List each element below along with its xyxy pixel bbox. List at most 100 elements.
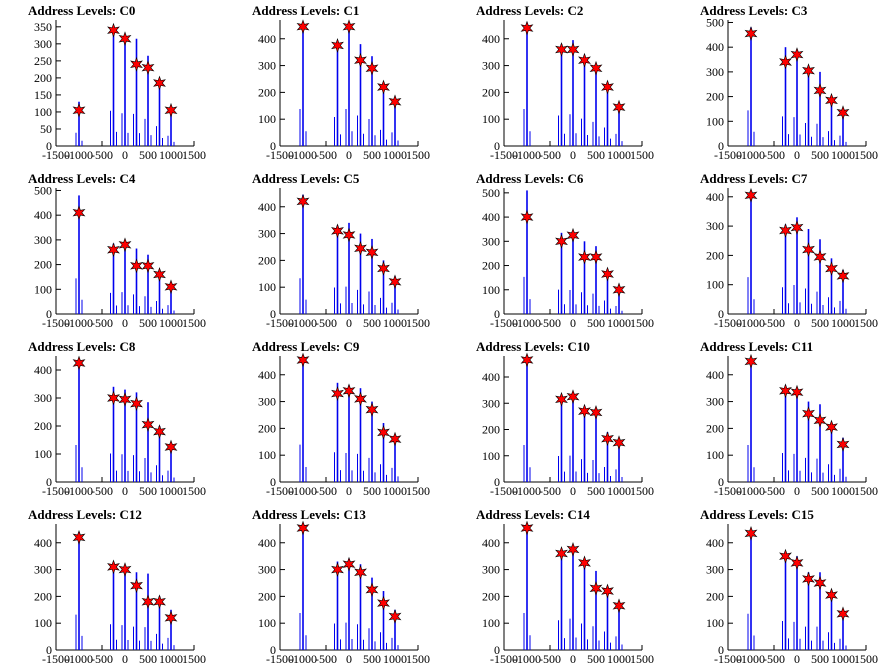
y-tick-label: 100 [258, 112, 276, 126]
level-marker [107, 390, 120, 406]
y-tick-label: 100 [34, 105, 52, 119]
x-tick-label: -1000 [289, 484, 317, 498]
level-marker [612, 435, 626, 451]
x-tick-label: 0 [122, 148, 128, 162]
y-tick-label: 100 [482, 283, 500, 297]
x-tick-label: -1500 [266, 652, 294, 666]
panel-title: Address Levels: C9 [252, 339, 360, 354]
y-tick-label: 200 [482, 85, 500, 99]
y-tick-label: 100 [706, 278, 724, 292]
level-marker [601, 266, 614, 282]
chart-panel: Address Levels: C10 0 100 200 300 400 -1500 -10… [448, 336, 672, 504]
y-tick-label: 200 [34, 258, 52, 272]
level-marker [779, 54, 792, 70]
chart-panel: Address Levels: C9 0 100 200 300 400 -1500 -100… [224, 336, 448, 504]
y-tick-label: 300 [34, 37, 52, 51]
level-marker [790, 555, 804, 571]
x-tick-label: -500 [91, 484, 113, 498]
x-tick-label: 1000 [383, 316, 407, 330]
chart-svg: Address Levels: C15 0 100 200 300 400 -1500-10… [700, 507, 878, 666]
x-tick-label: -1000 [65, 652, 93, 666]
y-tick-label: 0 [494, 475, 500, 489]
x-tick-label: -500 [91, 316, 113, 330]
level-marker [578, 52, 591, 68]
level-marker [388, 609, 402, 624]
y-tick-label: 350 [34, 20, 52, 34]
x-tick-label: 0 [570, 316, 576, 330]
chart-panel: Address Levels: C13 0 100 200 300 400 -1500 -10… [224, 504, 448, 672]
x-tick-label: 1500 [406, 484, 430, 498]
x-tick-label: -500 [763, 484, 785, 498]
y-tick-label: 300 [258, 563, 276, 577]
x-tick-label: 1500 [406, 652, 430, 666]
level-marker [825, 261, 838, 277]
x-tick-label: -1500 [490, 484, 518, 498]
y-tick-label: 400 [482, 210, 500, 224]
level-marker [331, 386, 344, 401]
y-tick-label: 400 [482, 32, 500, 46]
panel-title: Address Levels: C14 [476, 507, 590, 522]
y-tick-label: 500 [482, 186, 500, 200]
x-tick-label: -1500 [42, 316, 70, 330]
y-tick-label: 200 [258, 421, 276, 435]
chart-svg: Address Levels: C7 0 100 200 300 400 -1500-100… [700, 171, 878, 330]
chart-svg: Address Levels: C2 0 100 200 300 400 -1500-100… [476, 3, 654, 162]
y-tick-label: 0 [46, 307, 52, 321]
x-tick-label: 0 [570, 652, 576, 666]
x-tick-label: -1000 [737, 316, 765, 330]
chart-svg: Address Levels: C40100200300400500-1500-… [28, 171, 206, 330]
y-tick-label: 400 [258, 200, 276, 214]
y-tick-label: 0 [718, 139, 724, 153]
level-marker [164, 102, 178, 118]
level-marker [566, 389, 580, 405]
y-tick-label: 0 [46, 139, 52, 153]
y-tick-label: 0 [46, 475, 52, 489]
x-tick-label: -1500 [42, 652, 70, 666]
x-tick-label: 500 [139, 316, 157, 330]
chart-panel: Address Levels: C11 0 100 200 300 400 -1500 -10… [672, 336, 896, 504]
level-marker [802, 242, 815, 257]
y-tick-label: 100 [482, 112, 500, 126]
x-tick-label: 1000 [607, 484, 631, 498]
panel-title: Address Levels: C15 [700, 507, 814, 522]
y-tick-label: 50 [40, 122, 52, 136]
y-tick-label: 300 [34, 563, 52, 577]
x-tick-label: 0 [570, 484, 576, 498]
x-tick-label: 0 [794, 484, 800, 498]
level-marker [388, 94, 402, 110]
level-marker [141, 417, 155, 433]
level-marker [118, 237, 132, 253]
level-marker [296, 193, 310, 209]
x-tick-label: -500 [315, 484, 337, 498]
x-tick-label: -500 [91, 148, 113, 162]
level-marker [377, 261, 390, 276]
y-tick-label: 200 [258, 253, 276, 267]
x-tick-label: -1000 [289, 316, 317, 330]
y-tick-label: 200 [258, 85, 276, 99]
panel-title: Address Levels: C8 [28, 339, 136, 354]
y-tick-label: 100 [482, 449, 500, 463]
chart-panel: Address Levels: C2 0 100 200 300 400 -1500 -100… [448, 0, 672, 168]
x-tick-label: 0 [794, 148, 800, 162]
level-marker [141, 594, 155, 610]
x-tick-label: 1000 [159, 484, 183, 498]
level-marker [836, 606, 850, 622]
y-tick-label: 400 [706, 40, 724, 54]
level-marker [836, 268, 850, 284]
y-tick-label: 400 [706, 190, 724, 204]
level-marker [388, 431, 402, 447]
x-tick-label: 1500 [406, 316, 430, 330]
level-marker [744, 26, 758, 42]
level-marker [601, 431, 614, 447]
level-marker [836, 105, 850, 121]
chart-svg: Address Levels: C10 0 100 200 300 400 -1500-10… [476, 339, 654, 498]
y-tick-label: 100 [482, 616, 500, 630]
y-tick-label: 100 [258, 448, 276, 462]
y-tick-label: 100 [258, 616, 276, 630]
level-marker [153, 75, 166, 91]
level-marker [365, 402, 379, 418]
y-tick-label: 100 [34, 447, 52, 461]
level-marker [589, 249, 603, 265]
y-tick-label: 300 [34, 391, 52, 405]
level-marker [555, 233, 568, 249]
